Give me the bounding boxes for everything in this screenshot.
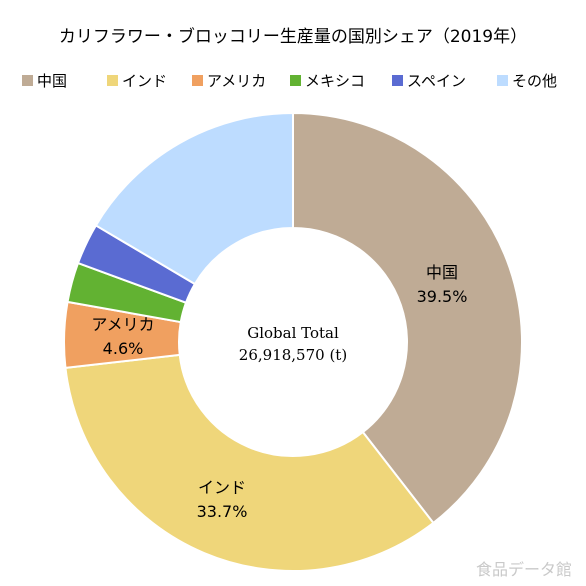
legend-item-spain: スペイン <box>392 70 466 91</box>
legend-label: 中国 <box>37 72 68 90</box>
slice-label: インド <box>198 478 246 497</box>
legend-label: メキシコ <box>305 72 366 90</box>
legend-item-india: インド <box>107 70 167 91</box>
legend-swatch <box>107 75 118 86</box>
legend-item-china: 中国 <box>22 70 67 91</box>
legend: 中国 インド アメリカ メキシコ スペイン その他 <box>22 70 582 94</box>
slice-percent-label: 4.6% <box>103 339 144 358</box>
slice-0 <box>292 111 523 525</box>
watermark: 食品データ館 <box>475 560 572 579</box>
chart-title: カリフラワー・ブロッコリー生産量の国別シェア（2019年） <box>58 27 528 47</box>
center-label-value: 26,918,570 (t) <box>239 346 347 364</box>
legend-label: アメリカ <box>207 72 267 90</box>
legend-swatch <box>22 75 33 86</box>
center-label-title: Global Total <box>247 324 339 342</box>
legend-swatch <box>290 75 301 86</box>
slice-label: 中国 <box>426 263 458 282</box>
slice-percent-label: 39.5% <box>417 287 468 306</box>
legend-label: スペイン <box>407 72 466 90</box>
legend-label: インド <box>122 72 168 90</box>
legend-label: その他 <box>512 72 558 90</box>
legend-item-other: その他 <box>497 70 557 91</box>
legend-swatch <box>192 75 203 86</box>
legend-swatch <box>392 75 403 86</box>
slice-5 <box>94 111 294 286</box>
slice-percent-label: 33.7% <box>197 502 248 521</box>
legend-item-mexico: メキシコ <box>290 70 365 91</box>
slice-1 <box>64 353 435 572</box>
legend-swatch <box>497 75 508 86</box>
slice-label: アメリカ <box>91 315 154 334</box>
legend-item-usa: アメリカ <box>192 70 266 91</box>
